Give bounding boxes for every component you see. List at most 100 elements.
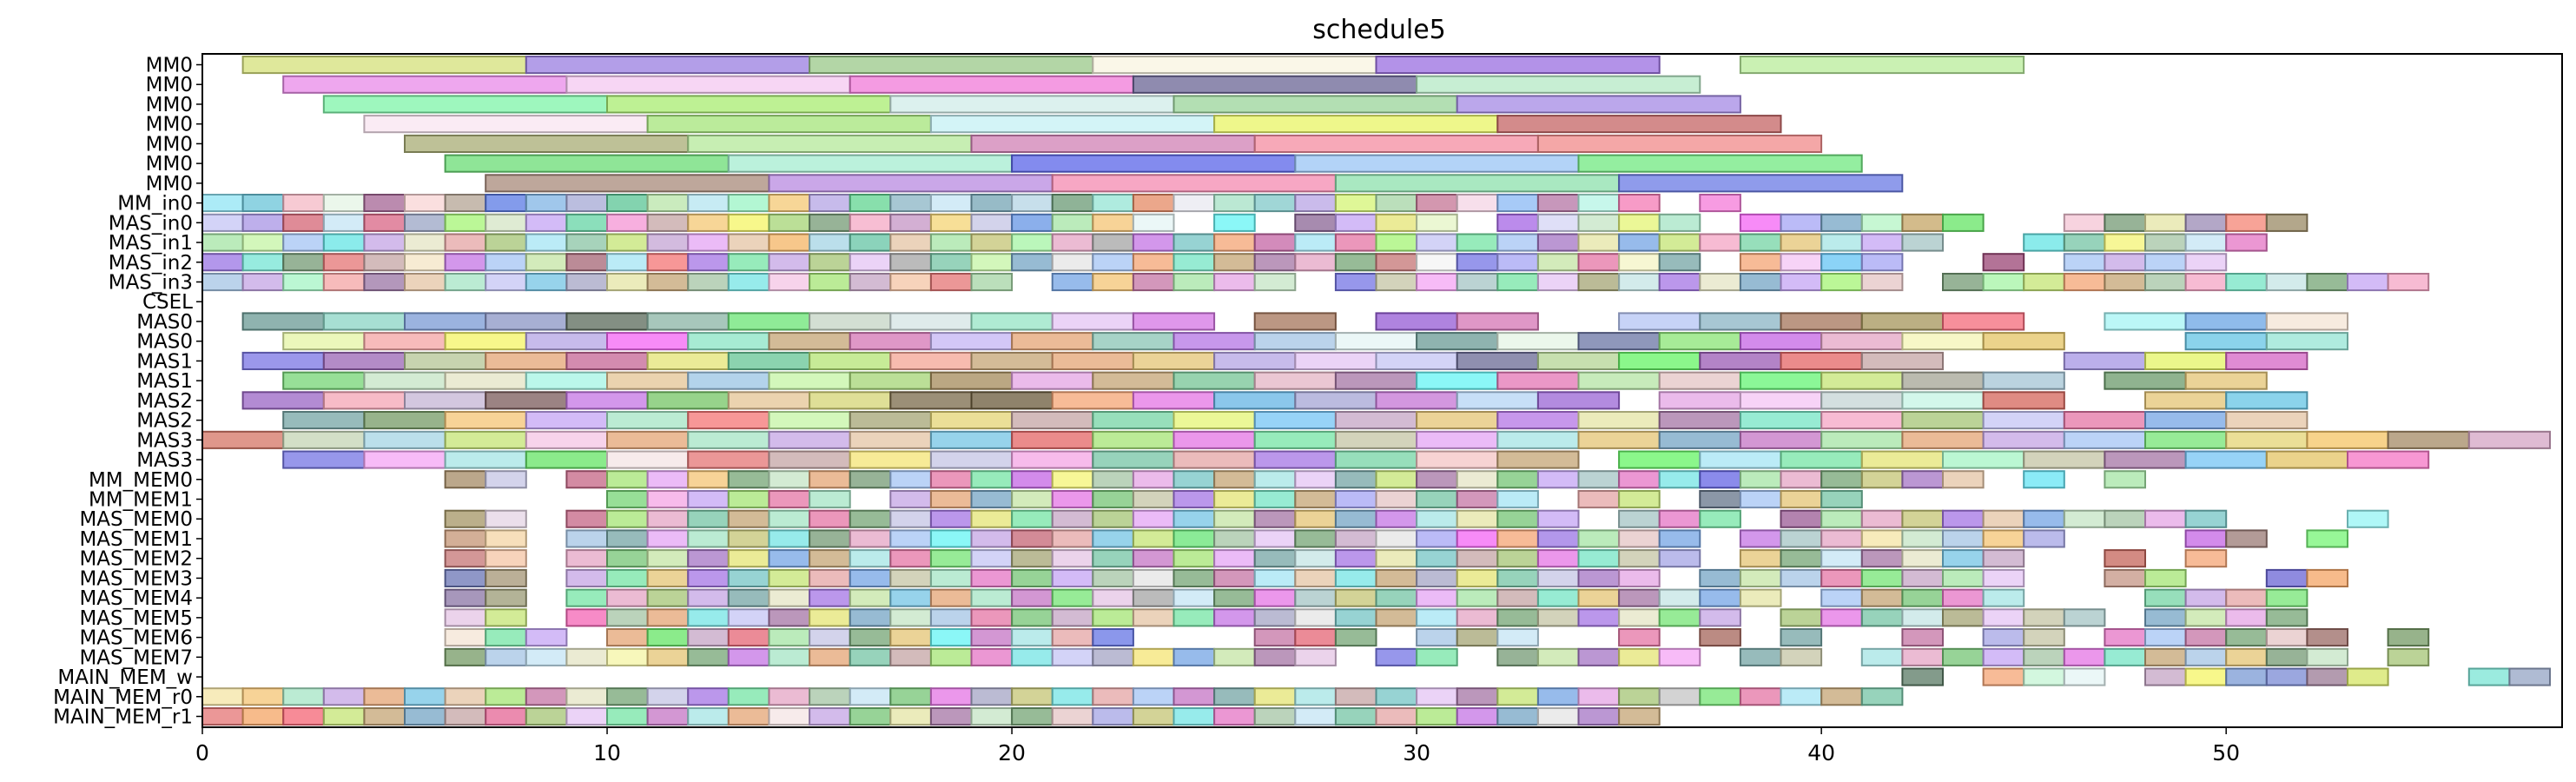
task-bar (322, 351, 406, 370)
task-bar (1739, 411, 1823, 430)
task-bar (1213, 391, 1297, 410)
task-bar (2104, 470, 2146, 489)
task-bar (322, 253, 366, 272)
x-tick-label: 10 (593, 740, 621, 765)
task-bar (1253, 470, 1297, 489)
task-bar (1536, 470, 1580, 489)
task-bar (606, 194, 649, 213)
task-bar (1820, 213, 1863, 232)
task-bar (363, 687, 406, 706)
task-bar (1739, 647, 1782, 666)
task-bar (727, 549, 770, 568)
task-bar (1253, 707, 1297, 726)
task-bar (849, 707, 892, 726)
task-bar (565, 647, 609, 666)
task-bar (2184, 667, 2228, 686)
task-bar (1942, 450, 2025, 469)
task-bar (363, 450, 446, 469)
task-bar (444, 154, 730, 173)
task-bar (525, 253, 568, 272)
task-bar (2184, 509, 2228, 528)
task-bar (404, 391, 487, 410)
task-bar (1132, 529, 1175, 548)
task-bar (1416, 647, 1458, 666)
task-bar (1901, 647, 1944, 666)
task-bar (1942, 568, 1985, 588)
task-bar (1982, 332, 2065, 351)
task-bar (1901, 430, 1985, 449)
task-bar (241, 56, 527, 75)
task-bar (1334, 707, 1377, 726)
task-bar (2144, 213, 2187, 232)
task-bar (1011, 588, 1054, 607)
task-bar (1496, 707, 1539, 726)
task-bar (2265, 450, 2349, 469)
task-bar (2063, 647, 2106, 666)
task-bar (970, 351, 1054, 370)
task-bar (849, 628, 892, 647)
task-bar (1456, 490, 1499, 509)
task-bar (1536, 194, 1580, 213)
task-bar (1334, 470, 1377, 489)
task-bar (1253, 529, 1297, 548)
task-bar (727, 490, 770, 509)
task-bar (1011, 509, 1054, 528)
task-bar (2225, 588, 2268, 607)
task-bar (1416, 430, 1499, 449)
task-bar (525, 371, 608, 390)
task-bar (2184, 213, 2228, 232)
task-bar (1213, 194, 1256, 213)
task-bar (606, 371, 690, 390)
task-bar (1536, 687, 1580, 706)
task-bar (2225, 411, 2308, 430)
task-bar (565, 529, 609, 548)
task-bar (241, 273, 285, 292)
task-bar (1334, 608, 1377, 627)
task-bar (1739, 371, 1823, 390)
task-bar (1375, 233, 1418, 252)
task-bar (2063, 430, 2147, 449)
task-bar (1416, 450, 1499, 469)
task-bar (809, 490, 851, 509)
task-bar (1860, 233, 1904, 252)
task-bar (1011, 430, 1094, 449)
task-bar (1334, 273, 1377, 292)
task-bar (1820, 687, 1863, 706)
task-bar (1253, 687, 1297, 706)
task-bar (2104, 509, 2146, 528)
task-bar (929, 253, 973, 272)
task-bar (1051, 391, 1134, 410)
task-bar (1172, 253, 1216, 272)
task-bar (2063, 509, 2106, 528)
x-tick-label: 40 (1807, 740, 1835, 765)
task-bar (2144, 588, 2187, 607)
task-bar (485, 233, 527, 252)
task-bar (727, 608, 770, 627)
task-bar (565, 194, 609, 213)
task-bar (1456, 588, 1499, 607)
task-bar (889, 529, 932, 548)
task-bar (404, 351, 487, 370)
task-bar (1780, 213, 1823, 232)
task-bar (241, 707, 285, 726)
task-bar (565, 687, 609, 706)
task-bar (889, 194, 932, 213)
task-bar (1011, 332, 1094, 351)
task-bar (809, 549, 851, 568)
task-bar (1132, 470, 1175, 489)
task-bar (201, 253, 244, 272)
task-bar (809, 312, 892, 331)
task-bar (404, 707, 446, 726)
task-bar (485, 608, 527, 627)
task-bar (1375, 647, 1418, 666)
task-bar (1456, 687, 1499, 706)
task-bar (485, 213, 527, 232)
task-bar (809, 273, 851, 292)
task-bar (1456, 351, 1539, 370)
y-tick-label: MAS_MEM5 (79, 607, 193, 630)
task-bar (809, 707, 851, 726)
task-bar (1092, 588, 1134, 607)
task-bar (404, 233, 446, 252)
task-bar (1860, 647, 1904, 666)
task-bar (1294, 233, 1337, 252)
